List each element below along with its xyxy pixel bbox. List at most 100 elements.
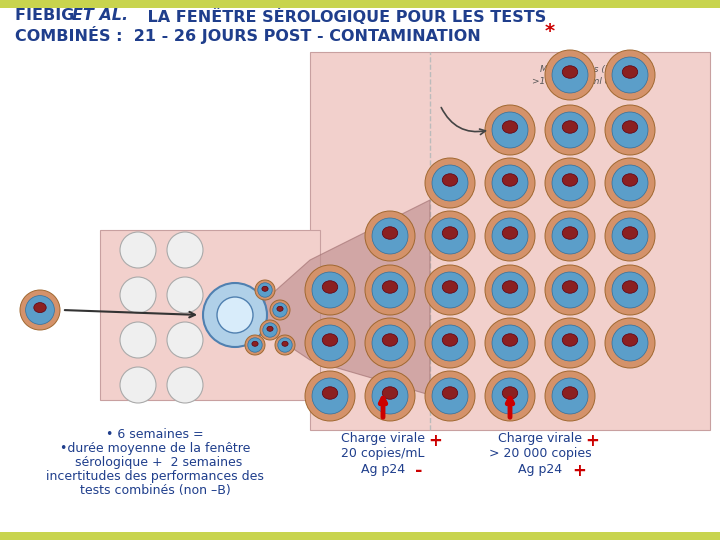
Ellipse shape [382,334,397,346]
Text: •durée moyenne de la fenêtre: •durée moyenne de la fenêtre [60,442,250,455]
Circle shape [273,303,287,317]
Circle shape [612,57,648,93]
Ellipse shape [252,341,258,346]
Circle shape [120,367,156,403]
Text: Ag p24: Ag p24 [361,463,405,476]
Circle shape [425,158,475,208]
Ellipse shape [277,306,283,311]
Ellipse shape [503,387,518,399]
Circle shape [612,112,648,148]
Circle shape [260,320,280,340]
Text: *: * [545,22,555,41]
Circle shape [270,300,290,320]
Text: incertitudes des performances des: incertitudes des performances des [46,470,264,483]
Ellipse shape [442,174,458,186]
Circle shape [605,105,655,155]
Circle shape [425,371,475,421]
Text: >10⁶ virions/ml of plasma: >10⁶ virions/ml of plasma [531,77,649,86]
Circle shape [248,338,262,352]
Ellipse shape [562,174,577,186]
Circle shape [258,283,272,297]
Circle shape [492,112,528,148]
Circle shape [167,277,203,313]
Circle shape [120,322,156,358]
Text: sérologique +  2 semaines: sérologique + 2 semaines [68,456,243,469]
Ellipse shape [562,334,577,346]
Circle shape [365,318,415,368]
Text: > 20 000 copies: > 20 000 copies [489,447,591,460]
Circle shape [485,105,535,155]
FancyBboxPatch shape [0,532,720,540]
Circle shape [605,211,655,261]
Ellipse shape [503,227,518,239]
Ellipse shape [622,66,638,78]
Ellipse shape [622,281,638,293]
Ellipse shape [622,121,638,133]
Ellipse shape [282,341,288,346]
Circle shape [545,211,595,261]
Circle shape [245,335,265,355]
Text: tests combinés (non –B): tests combinés (non –B) [80,484,230,497]
Ellipse shape [562,121,577,133]
Text: Charge virale: Charge virale [498,432,582,445]
Ellipse shape [562,387,577,399]
Circle shape [605,318,655,368]
Ellipse shape [382,227,397,239]
Ellipse shape [622,227,638,239]
Ellipse shape [562,281,577,293]
Ellipse shape [382,387,397,399]
Ellipse shape [267,326,273,332]
Text: -: - [415,462,423,480]
Circle shape [312,378,348,414]
Circle shape [485,371,535,421]
Circle shape [432,325,468,361]
Circle shape [278,338,292,352]
Circle shape [305,371,355,421]
Circle shape [305,318,355,368]
Circle shape [545,265,595,315]
Circle shape [425,318,475,368]
Circle shape [545,50,595,100]
Circle shape [552,325,588,361]
Circle shape [605,158,655,208]
Polygon shape [265,200,430,395]
Circle shape [263,323,277,337]
Circle shape [492,218,528,254]
Circle shape [26,295,55,325]
Circle shape [255,280,275,300]
Circle shape [167,232,203,268]
Text: FIEBIG: FIEBIG [15,8,80,23]
Ellipse shape [323,334,338,346]
Circle shape [545,318,595,368]
Ellipse shape [562,227,577,239]
Circle shape [545,105,595,155]
Text: Charge virale: Charge virale [341,432,425,445]
Circle shape [545,371,595,421]
Circle shape [605,265,655,315]
Circle shape [612,272,648,308]
Circle shape [492,165,528,201]
Ellipse shape [622,334,638,346]
Circle shape [365,211,415,261]
Circle shape [203,283,267,347]
Circle shape [425,211,475,261]
Ellipse shape [503,174,518,186]
Circle shape [552,218,588,254]
Circle shape [167,322,203,358]
Circle shape [372,325,408,361]
Circle shape [275,335,295,355]
Text: • 6 semaines =: • 6 semaines = [106,428,204,441]
Circle shape [492,378,528,414]
Ellipse shape [34,302,46,313]
Circle shape [217,297,253,333]
Circle shape [492,325,528,361]
Circle shape [365,265,415,315]
Text: LA FENÊTRE SÉROLOGIQUE POUR LES TESTS: LA FENÊTRE SÉROLOGIQUE POUR LES TESTS [125,8,546,25]
Ellipse shape [442,387,458,399]
Text: +: + [428,432,442,450]
Ellipse shape [323,281,338,293]
Circle shape [485,211,535,261]
Circle shape [372,378,408,414]
Ellipse shape [562,66,577,78]
Circle shape [432,272,468,308]
